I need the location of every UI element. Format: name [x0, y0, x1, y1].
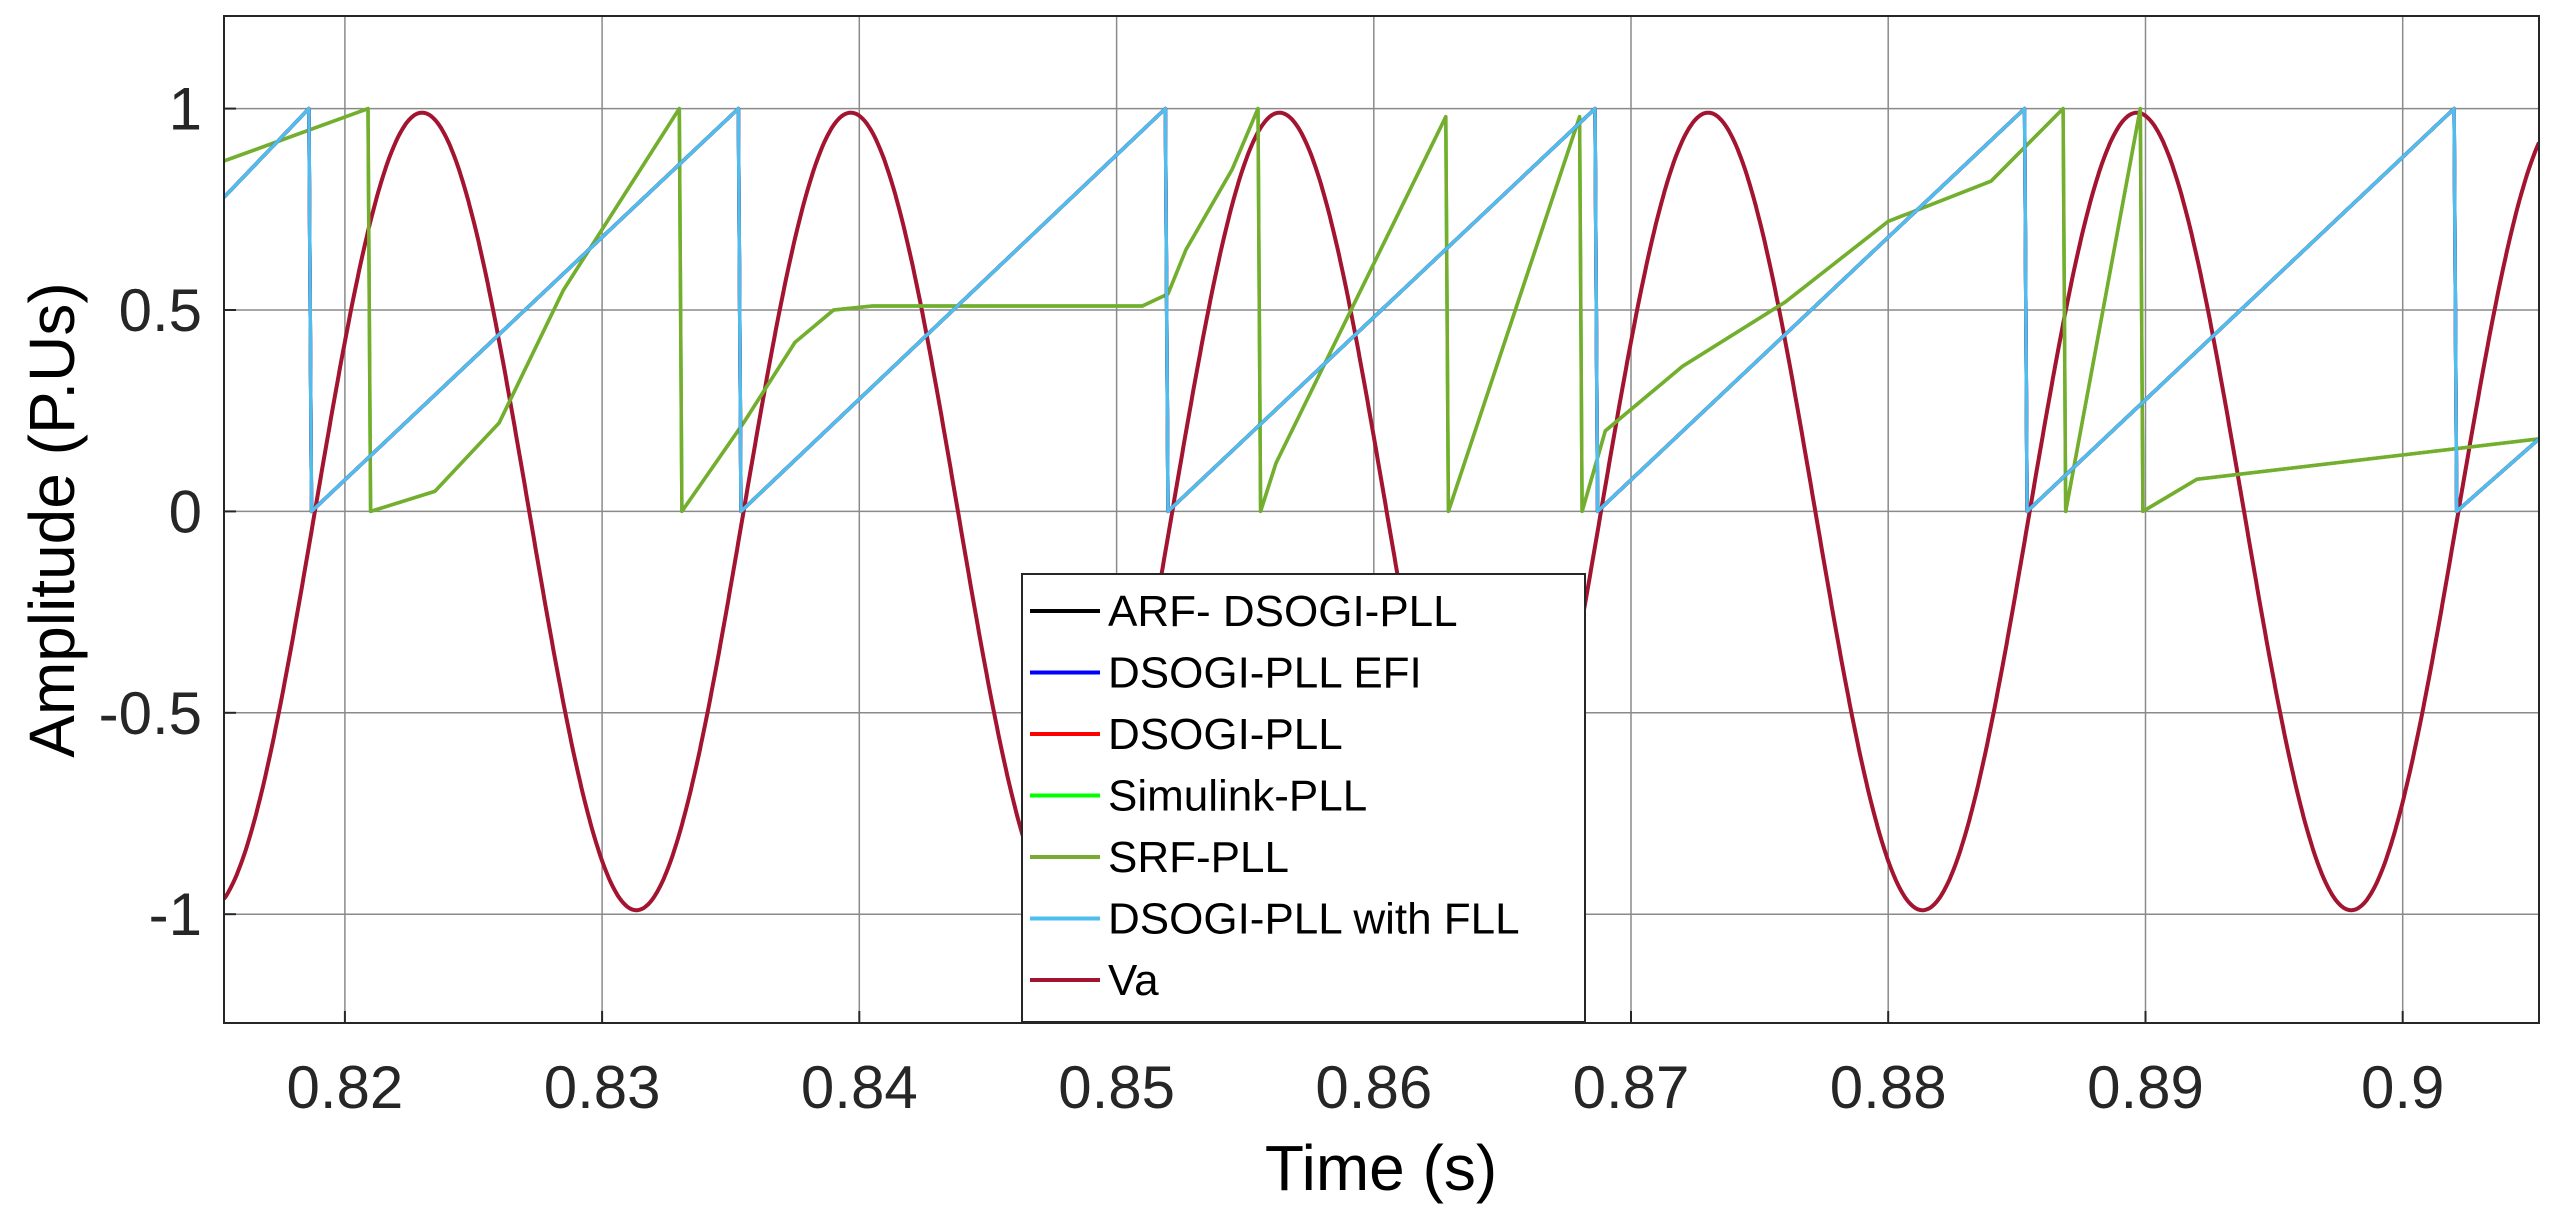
y-axis: 1 0.5 0 -0.5 -1	[99, 76, 236, 948]
legend-label-dsogi-pll: DSOGI-PLL	[1108, 710, 1343, 759]
x-axis: 0.82 0.83 0.84 0.85 0.86 0.87 0.88 0.89 0.9	[287, 1011, 2444, 1121]
legend-label-va: Va	[1108, 956, 1159, 1005]
y-tick-label: 0.5	[119, 277, 202, 344]
y-tick-label: -1	[149, 881, 202, 948]
y-tick-label: 1	[169, 76, 202, 143]
x-tick-label: 0.83	[544, 1054, 661, 1121]
y-tick-label: -0.5	[99, 680, 202, 747]
x-tick-label: 0.84	[801, 1054, 918, 1121]
x-tick-label: 0.9	[2361, 1054, 2444, 1121]
legend-label-arf-dsogi-pll: ARF- DSOGI-PLL	[1108, 587, 1458, 636]
legend-label-srf-pll: SRF-PLL	[1108, 833, 1289, 882]
series-layer	[224, 106, 2539, 913]
y-axis-label: Amplitude (P.Us)	[16, 282, 88, 757]
legend: ARF- DSOGI-PLL DSOGI-PLL EFI DSOGI-PLL Simu…	[1021, 573, 1586, 1023]
x-tick-label: 0.89	[2087, 1054, 2204, 1121]
series-line-dsogi-pll-with-fll	[224, 106, 2539, 514]
legend-label-dsogi-pll-efi: DSOGI-PLL EFI	[1108, 649, 1422, 698]
x-axis-label: Time (s)	[1265, 1132, 1497, 1204]
series-line-srf-pll	[224, 106, 2539, 514]
x-tick-label: 0.85	[1058, 1054, 1175, 1121]
x-tick-label: 0.88	[1830, 1054, 1947, 1121]
y-tick-label: 0	[169, 478, 202, 545]
legend-label-simulink-pll: Simulink-PLL	[1108, 772, 1367, 821]
legend-box	[1021, 573, 1586, 1023]
series-line-va	[224, 110, 2539, 913]
legend-label-dsogi-pll-with-fll: DSOGI-PLL with FLL	[1108, 895, 1520, 944]
x-tick-label: 0.86	[1315, 1054, 1432, 1121]
x-tick-label: 0.87	[1573, 1054, 1690, 1121]
x-tick-label: 0.82	[287, 1054, 404, 1121]
